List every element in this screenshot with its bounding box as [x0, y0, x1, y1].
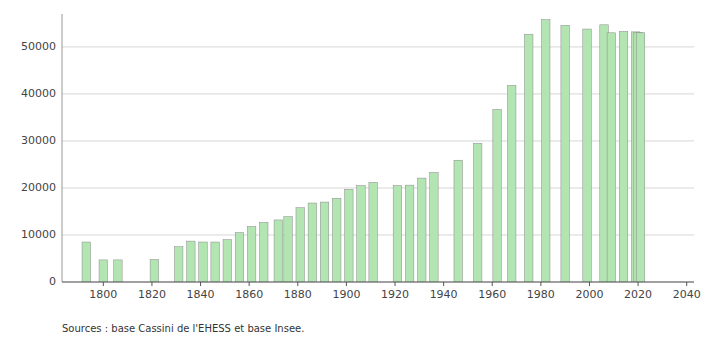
- y-tick-label: 0: [49, 275, 56, 288]
- bar: [211, 242, 220, 282]
- x-tick: [492, 282, 493, 286]
- bar: [541, 20, 550, 282]
- x-tick: [638, 282, 639, 286]
- x-tick-label: 1860: [235, 288, 263, 301]
- grid-line: [62, 187, 694, 188]
- bar: [114, 260, 123, 282]
- bar: [247, 227, 256, 282]
- y-tick-label: 20000: [21, 181, 56, 194]
- bar: [493, 109, 502, 282]
- x-tick-label: 1840: [187, 288, 215, 301]
- bar: [636, 33, 645, 282]
- bar: [418, 178, 427, 282]
- x-tick: [249, 282, 250, 286]
- bar: [405, 185, 414, 282]
- x-tick: [540, 282, 541, 286]
- x-tick-label: 1960: [478, 288, 506, 301]
- x-tick-label: 1900: [332, 288, 360, 301]
- bar: [345, 189, 354, 282]
- bar: [284, 217, 293, 282]
- grid-line: [62, 282, 694, 283]
- bar: [561, 25, 570, 282]
- bar: [454, 160, 463, 282]
- bar: [308, 203, 317, 282]
- chart: 0100002000030000400005000018001820184018…: [0, 0, 710, 340]
- y-grid: [62, 47, 694, 282]
- x-tick-label: 1980: [527, 288, 555, 301]
- bar: [274, 220, 283, 282]
- x-tick: [103, 282, 104, 286]
- x-ticks: 1800 1820 1840 1860 1880 1900 1920 1940 1960 1980…: [89, 282, 700, 301]
- bar: [473, 143, 482, 282]
- y-tick-label: 30000: [21, 134, 56, 147]
- bar: [150, 259, 159, 282]
- x-tick: [443, 282, 444, 286]
- x-tick: [686, 282, 687, 286]
- bars: [82, 20, 645, 282]
- x-tick: [200, 282, 201, 286]
- bar: [320, 202, 329, 282]
- x-axis-line: [62, 282, 694, 283]
- x-tick: [297, 282, 298, 286]
- bar: [583, 29, 592, 282]
- x-tick: [395, 282, 396, 286]
- bar: [223, 240, 232, 282]
- bar: [430, 172, 439, 282]
- x-tick: [589, 282, 590, 286]
- x-tick-label: 1820: [138, 288, 166, 301]
- bar: [199, 242, 208, 282]
- grid-line: [62, 93, 694, 94]
- x-tick-label: 2020: [624, 288, 652, 301]
- grid-line: [62, 140, 694, 141]
- x-tick-label: 1940: [430, 288, 458, 301]
- y-tick-label: 40000: [21, 87, 56, 100]
- x-tick: [346, 282, 347, 286]
- x-tick-label: 1920: [381, 288, 409, 301]
- bar: [82, 242, 91, 282]
- bar: [507, 85, 516, 282]
- bar: [187, 241, 196, 282]
- x-tick-label: 2000: [575, 288, 603, 301]
- x-tick-label: 1880: [284, 288, 312, 301]
- bar: [393, 186, 402, 282]
- bar: [524, 34, 533, 282]
- bar: [369, 182, 378, 282]
- bar: [619, 31, 628, 282]
- y-tick-label: 10000: [21, 228, 56, 241]
- bar: [332, 198, 341, 282]
- x-tick: [151, 282, 152, 286]
- bar: [607, 33, 616, 282]
- grid-line: [62, 234, 694, 235]
- source-note: Sources : base Cassini de l'EHESS et bas…: [62, 323, 304, 334]
- y-tick-label: 50000: [21, 40, 56, 53]
- bar: [357, 186, 366, 282]
- y-axis-line: [62, 14, 63, 282]
- x-tick-label: 2040: [673, 288, 701, 301]
- bar: [296, 208, 305, 282]
- bar: [99, 260, 108, 282]
- bar: [235, 233, 244, 282]
- y-tick-labels: 0 10000 20000 30000 40000 50000: [21, 40, 56, 288]
- bar: [260, 222, 269, 282]
- grid-line: [62, 46, 694, 47]
- bar: [174, 247, 183, 282]
- x-tick-label: 1800: [89, 288, 117, 301]
